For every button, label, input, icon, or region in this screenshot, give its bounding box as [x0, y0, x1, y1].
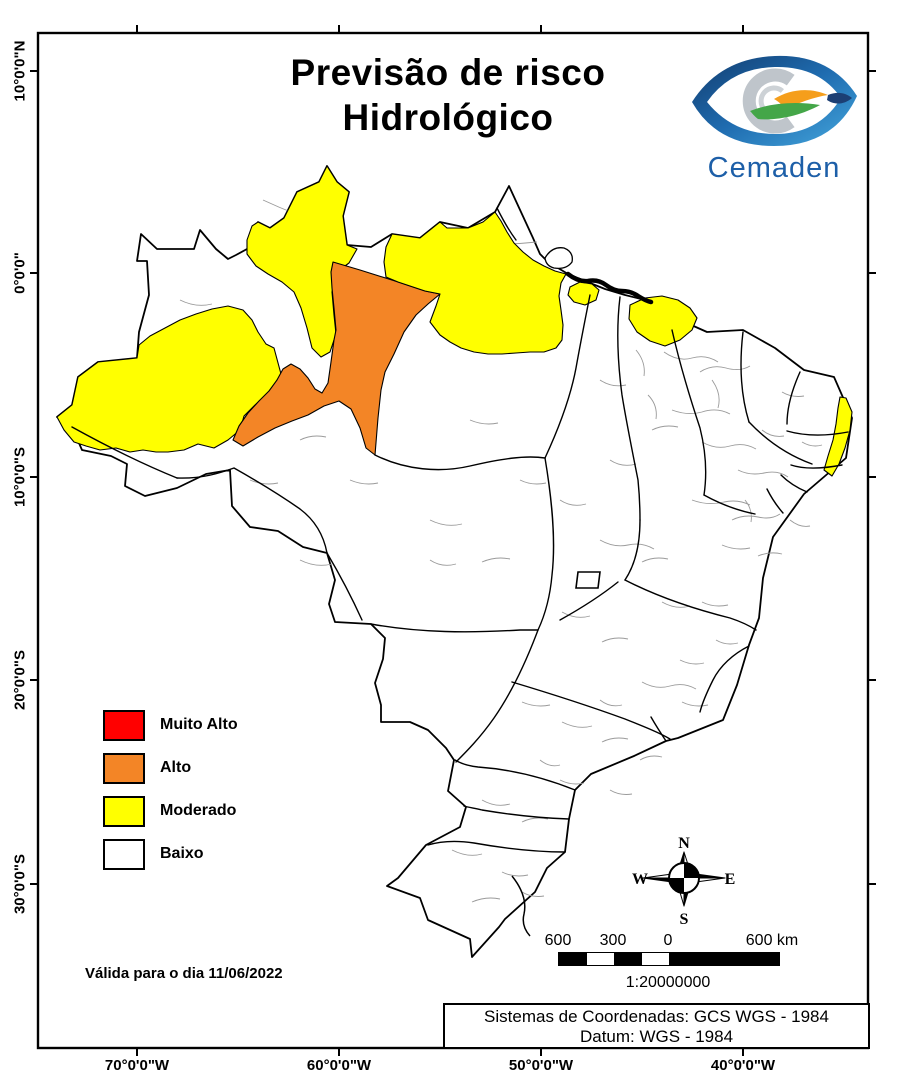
legend-swatch-moderado [103, 795, 145, 827]
legend-label-alto: Alto [160, 759, 192, 776]
legend-label-muito-alto: Muito Alto [160, 716, 238, 733]
scalebar-label-0: 0 [663, 932, 673, 949]
compass-w-label: W [632, 871, 648, 888]
scale-ratio: 1:20000000 [625, 974, 711, 991]
compass-rose-icon: N S W E [632, 835, 736, 928]
lon-label-50w: 50°0'0"W [508, 1057, 574, 1074]
lon-label-70w: 70°0'0"W [104, 1057, 170, 1074]
legend: Muito Alto Alto Moderado Baixo [103, 709, 238, 882]
risk-region-south-central-amazonas [232, 261, 441, 456]
cemaden-logo-text: Cemaden [707, 152, 841, 184]
legend-swatch-alto [103, 752, 145, 784]
risk-region-roraima [246, 165, 358, 358]
legend-item-alto: Alto [103, 752, 238, 784]
coords-line-1: Sistemas de Coordenadas: GCS WGS - 1984 [484, 1007, 829, 1026]
legend-swatch-baixo [103, 838, 145, 870]
legend-swatch-muito-alto [103, 709, 145, 741]
page-title: Previsão de risco Hidrológico [178, 50, 718, 140]
lat-label-10n: 10°0'0"N [11, 40, 29, 102]
lon-label-60w: 60°0'0"W [306, 1057, 372, 1074]
lat-label-30s: 30°0'0"S [11, 853, 29, 915]
legend-label-baixo: Baixo [160, 845, 204, 862]
cemaden-logo: Cemaden [686, 52, 862, 185]
lat-label-20s: 20°0'0"S [11, 649, 29, 711]
scale-bar [558, 952, 780, 966]
lon-label-40w: 40°0'0"W [710, 1057, 776, 1074]
axis-ticks [30, 25, 876, 1056]
legend-label-moderado: Moderado [160, 802, 237, 819]
risk-region-north-para [383, 211, 567, 355]
lat-label-10s: 10°0'0"S [11, 446, 29, 508]
cemaden-eye-icon [692, 55, 857, 147]
scalebar-label-600-km: 600 km [745, 932, 799, 949]
scalebar-label-300: 300 [599, 932, 627, 949]
compass-s-label: S [680, 911, 689, 928]
legend-item-baixo: Baixo [103, 838, 238, 870]
legend-item-muito-alto: Muito Alto [103, 709, 238, 741]
risk-region-northwest-maranhao [628, 295, 698, 347]
validity-date: Válida para o dia 11/06/2022 [85, 965, 283, 982]
state-boundaries [71, 207, 849, 853]
title-line-1: Previsão de risco [290, 52, 606, 93]
title-line-2: Hidrológico [342, 97, 554, 138]
distrito-federal [575, 571, 601, 589]
north-coast-detail [565, 271, 654, 305]
lat-label-0: 0°0'0" [11, 252, 29, 294]
legend-item-moderado: Moderado [103, 795, 238, 827]
coordinate-system-box: Sistemas de Coordenadas: GCS WGS - 1984 … [443, 1003, 870, 1049]
compass-e-label: E [725, 871, 736, 888]
marajo-island [544, 247, 573, 270]
coords-line-2: Datum: WGS - 1984 [579, 1027, 734, 1046]
lagoa-dos-patos [511, 875, 531, 937]
compass-n-label: N [678, 835, 690, 852]
scalebar-label-600-left: 600 [544, 932, 572, 949]
risk-region-east-coast-strip [823, 396, 853, 477]
